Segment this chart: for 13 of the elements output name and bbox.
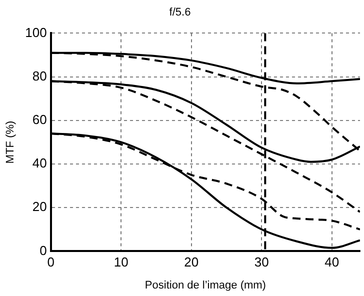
x-tick-label: 10 xyxy=(114,254,128,270)
y-tick-label: 40 xyxy=(32,156,47,171)
y-axis-title: MTF (%) xyxy=(4,120,17,164)
y-tick-label: 80 xyxy=(32,68,47,84)
y-tick-label: 20 xyxy=(32,199,47,214)
x-axis-title: Position de l’image (mm) xyxy=(144,279,266,292)
x-tick-label: 40 xyxy=(324,254,340,270)
x-tick-label: 30 xyxy=(254,254,269,270)
x-tick-label: 20 xyxy=(184,254,199,270)
y-tick-label: 0 xyxy=(40,242,47,258)
y-tick-label: 60 xyxy=(32,112,47,127)
y-tick-label: 100 xyxy=(25,24,47,40)
chart-title: f/5.6 xyxy=(169,6,191,19)
